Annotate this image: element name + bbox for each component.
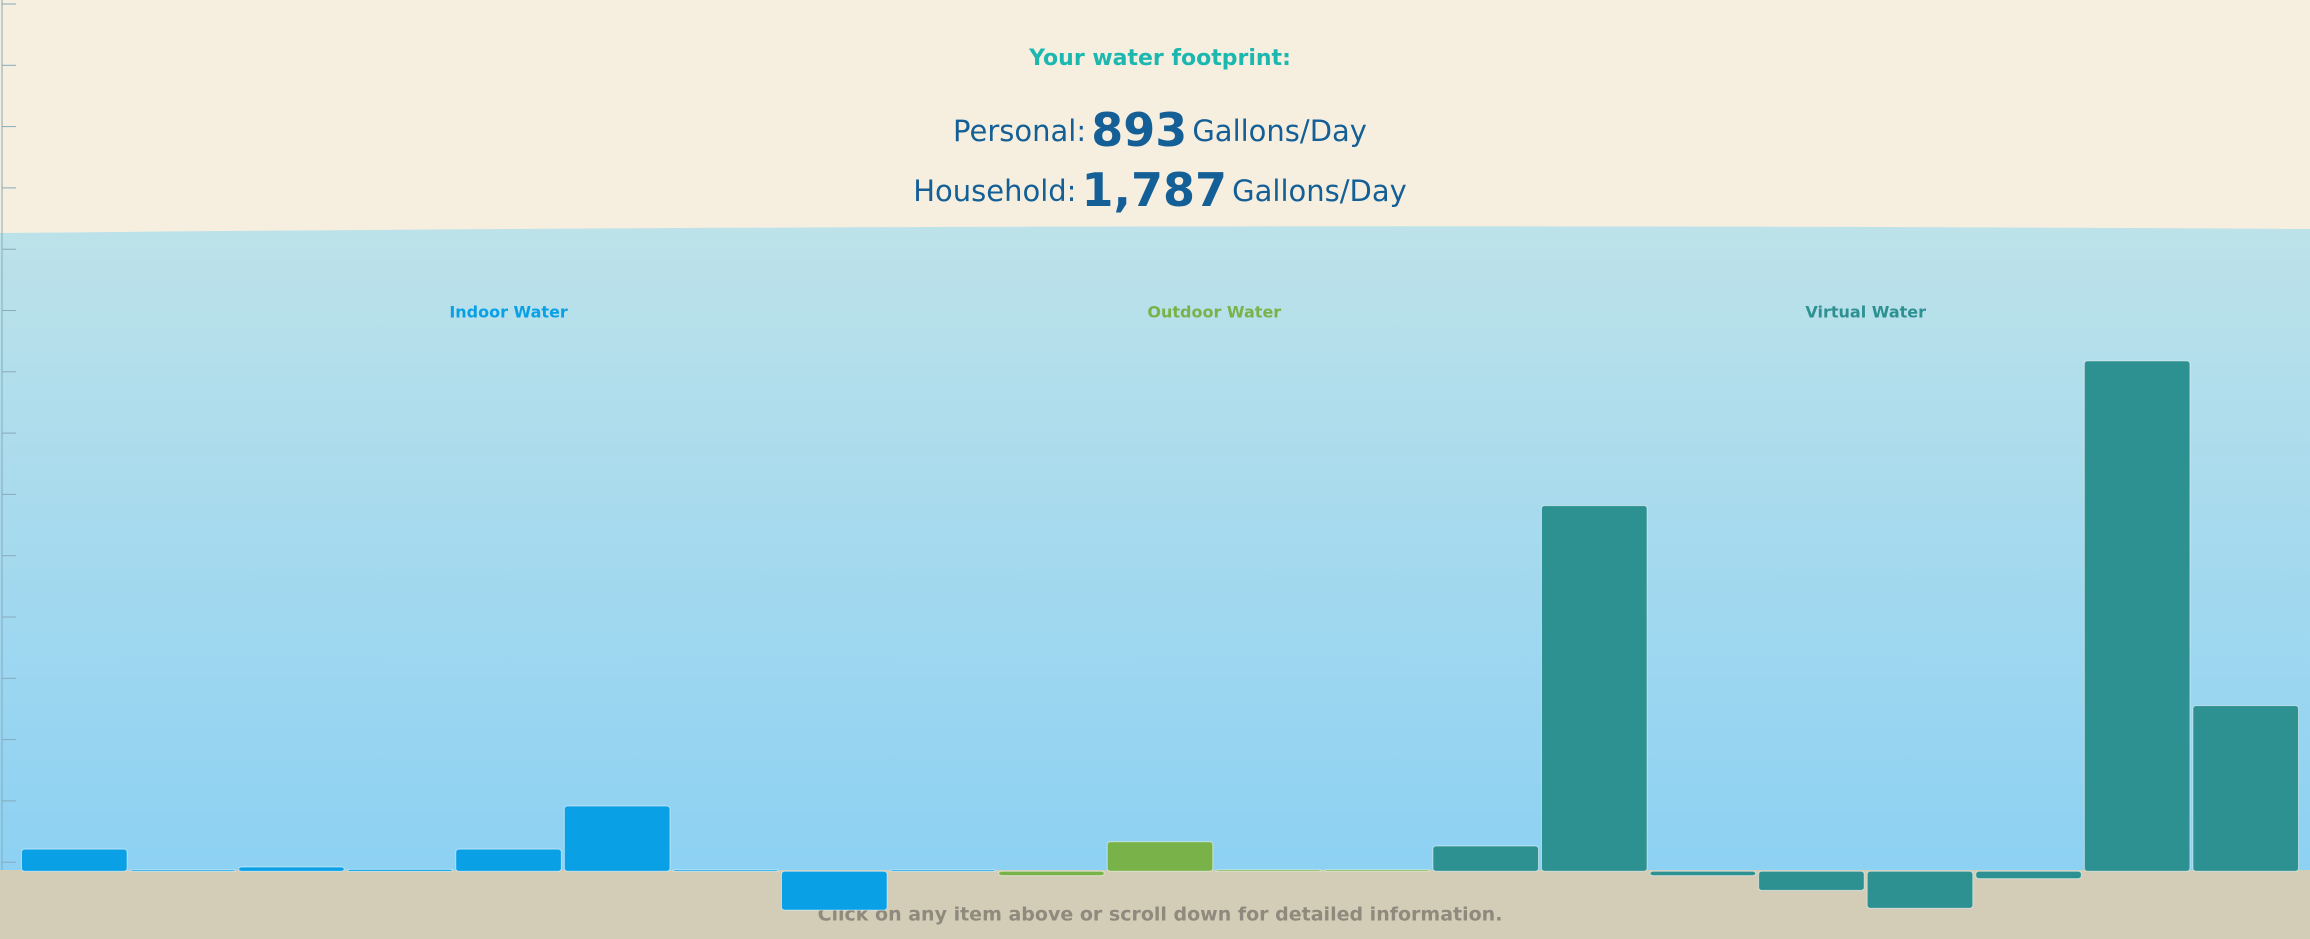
bar — [1323, 869, 1431, 872]
personal-value: 893 — [1091, 103, 1187, 157]
household: Household: 1,787 Gallons/Day — [913, 163, 1407, 217]
bar — [1432, 845, 1540, 872]
bar — [889, 869, 997, 872]
bar — [998, 870, 1105, 877]
personal-label: Personal: — [953, 114, 1086, 148]
bar — [1649, 870, 1757, 877]
household-label: Household: — [913, 174, 1076, 208]
bar — [1215, 869, 1322, 872]
bar — [672, 869, 780, 872]
bar — [1975, 870, 2082, 880]
bar — [2083, 360, 2191, 872]
footer-note: Click on any item above or scroll down f… — [818, 904, 1503, 926]
chart-bg — [0, 226, 2310, 870]
bar — [781, 870, 888, 911]
bar — [455, 848, 562, 872]
group-label: Indoor Water — [449, 303, 568, 322]
bar — [1758, 870, 1865, 891]
personal-unit: Gallons/Day — [1192, 114, 1367, 148]
bar — [346, 868, 454, 872]
bar — [2192, 705, 2299, 872]
bar — [129, 869, 237, 872]
bar — [1106, 841, 1214, 872]
household-unit: Gallons/Day — [1232, 174, 1407, 208]
personal: Personal: 893 Gallons/Day — [953, 103, 1367, 157]
title: Your water footprint: — [1028, 46, 1291, 71]
group-label: Outdoor Water — [1147, 303, 1281, 322]
bar — [1541, 505, 1648, 872]
bar — [563, 805, 671, 872]
bar — [21, 848, 128, 872]
group-label: Virtual Water — [1805, 303, 1926, 322]
household-value: 1,787 — [1082, 163, 1228, 217]
bar — [1866, 870, 1974, 909]
bar — [238, 866, 345, 872]
